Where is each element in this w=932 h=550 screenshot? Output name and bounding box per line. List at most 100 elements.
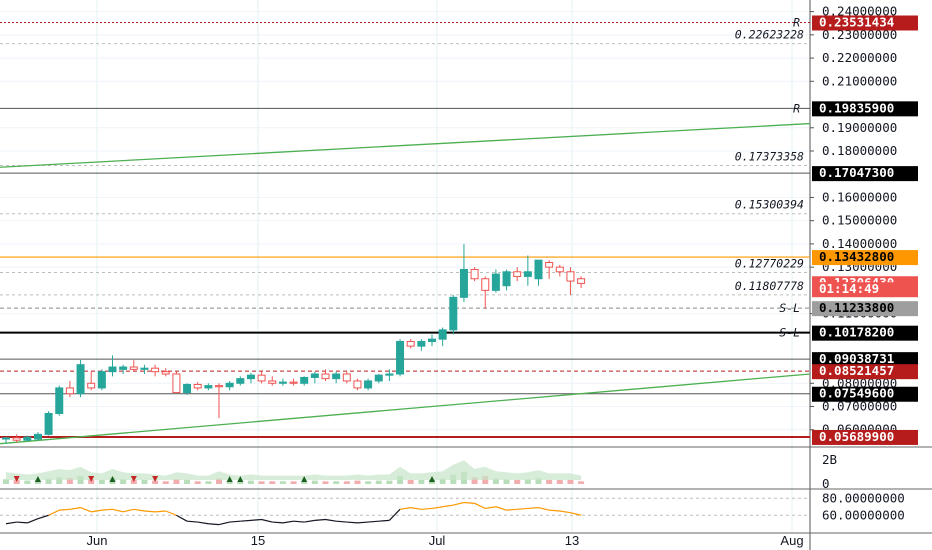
oscillator-segment [80, 507, 92, 513]
candle-body [491, 273, 500, 291]
candle-body [12, 437, 21, 441]
oscillator-segment [559, 510, 571, 514]
candle [438, 327, 447, 347]
osc-axis-tick: 80.00000000 [822, 490, 905, 505]
oscillator-segment [59, 508, 70, 511]
oscillator-segment [442, 504, 454, 508]
oscillator-segment [176, 514, 188, 522]
candle [278, 378, 287, 386]
volume-bar [237, 481, 244, 484]
time-axis-tick: Jun [87, 533, 108, 548]
candle-body [268, 380, 277, 384]
volume-bar [258, 481, 265, 484]
candle [268, 376, 277, 386]
oscillator-segment [187, 520, 198, 523]
candle-body [300, 376, 309, 384]
candle-body [502, 271, 511, 287]
candle [108, 355, 117, 377]
candle-body [310, 373, 319, 378]
candle-body [321, 373, 330, 380]
candle-body [76, 364, 85, 395]
osc-axis-tick: 60.00000000 [822, 507, 905, 522]
signal-marker [226, 476, 233, 482]
candle [459, 243, 468, 302]
price-axis-tick: 0.22000000 [822, 50, 897, 65]
candle [87, 371, 96, 391]
fib-level-label: 0.12770229 [735, 256, 804, 270]
oscillator-segment [208, 523, 220, 526]
volume-bar [226, 480, 233, 484]
volume-bar [269, 481, 276, 484]
candle [23, 435, 32, 442]
price-axis-tick: 0.18000000 [822, 143, 897, 158]
oscillator-segment [250, 518, 262, 521]
oscillator-segment [474, 502, 486, 509]
volume-bar [301, 481, 308, 484]
candle-body [523, 271, 532, 277]
candle-body [396, 340, 405, 375]
oscillator-segment [123, 508, 134, 513]
volume-bar [290, 481, 297, 484]
volume-bar [503, 479, 510, 484]
signal-marker [130, 476, 137, 482]
volume-bar [471, 477, 478, 484]
volume-bar [120, 479, 127, 484]
volume-bar [184, 479, 191, 484]
volume-bar [216, 478, 222, 484]
volume-bar [514, 479, 521, 484]
oscillator-segment [240, 519, 251, 522]
price-tag [812, 352, 918, 368]
oscillator-segment [133, 508, 145, 512]
oscillator-segment [261, 518, 273, 523]
volume-bar [354, 480, 361, 484]
time-axis-tick: 15 [251, 533, 265, 548]
candle [555, 264, 564, 277]
price-tag-label: 01:14:49 [819, 281, 879, 296]
candle-body [55, 387, 64, 414]
oscillator-segment [112, 508, 124, 513]
volume-cloud [6, 460, 582, 480]
volume-bar [56, 477, 63, 484]
oscillator-segment [165, 510, 177, 516]
volume-bar [311, 480, 318, 484]
price-tag [812, 282, 918, 298]
volume-bar [439, 478, 446, 484]
volume-bar [333, 481, 340, 484]
oscillator-segment [453, 501, 465, 506]
signal-marker [152, 476, 159, 482]
price-tag [812, 429, 918, 445]
candle [65, 380, 74, 398]
candle [246, 372, 255, 384]
price-tag [812, 250, 918, 266]
candle [481, 276, 490, 309]
trend-line [0, 373, 811, 445]
oscillator-segment [282, 520, 294, 524]
volume-bar [535, 477, 542, 484]
price-tag [812, 325, 918, 341]
candle-body [183, 383, 192, 394]
oscillator-segment [346, 521, 358, 524]
candle-body [65, 387, 74, 395]
candle-body [406, 340, 415, 347]
price-tag-label: 0.17047300 [819, 165, 894, 180]
oscillator-segment [37, 514, 49, 520]
candle [428, 334, 436, 347]
price-tag-label: 0.09038731 [819, 351, 894, 366]
candle [491, 269, 500, 293]
price-axis-tick: 0.23000000 [822, 27, 897, 42]
oscillator-segment [506, 508, 518, 511]
oscillator-segment [485, 506, 496, 510]
volume-bar [162, 481, 169, 484]
signal-marker [301, 476, 308, 482]
oscillator-segment [388, 508, 401, 521]
candle [204, 383, 213, 391]
candle-body [129, 366, 138, 370]
price-tag [812, 166, 918, 182]
candle [215, 383, 223, 419]
volume-bar [3, 479, 9, 484]
candle [183, 383, 192, 395]
volume-bar [567, 479, 574, 484]
candle-body [428, 338, 436, 342]
signal-marker [13, 476, 20, 482]
